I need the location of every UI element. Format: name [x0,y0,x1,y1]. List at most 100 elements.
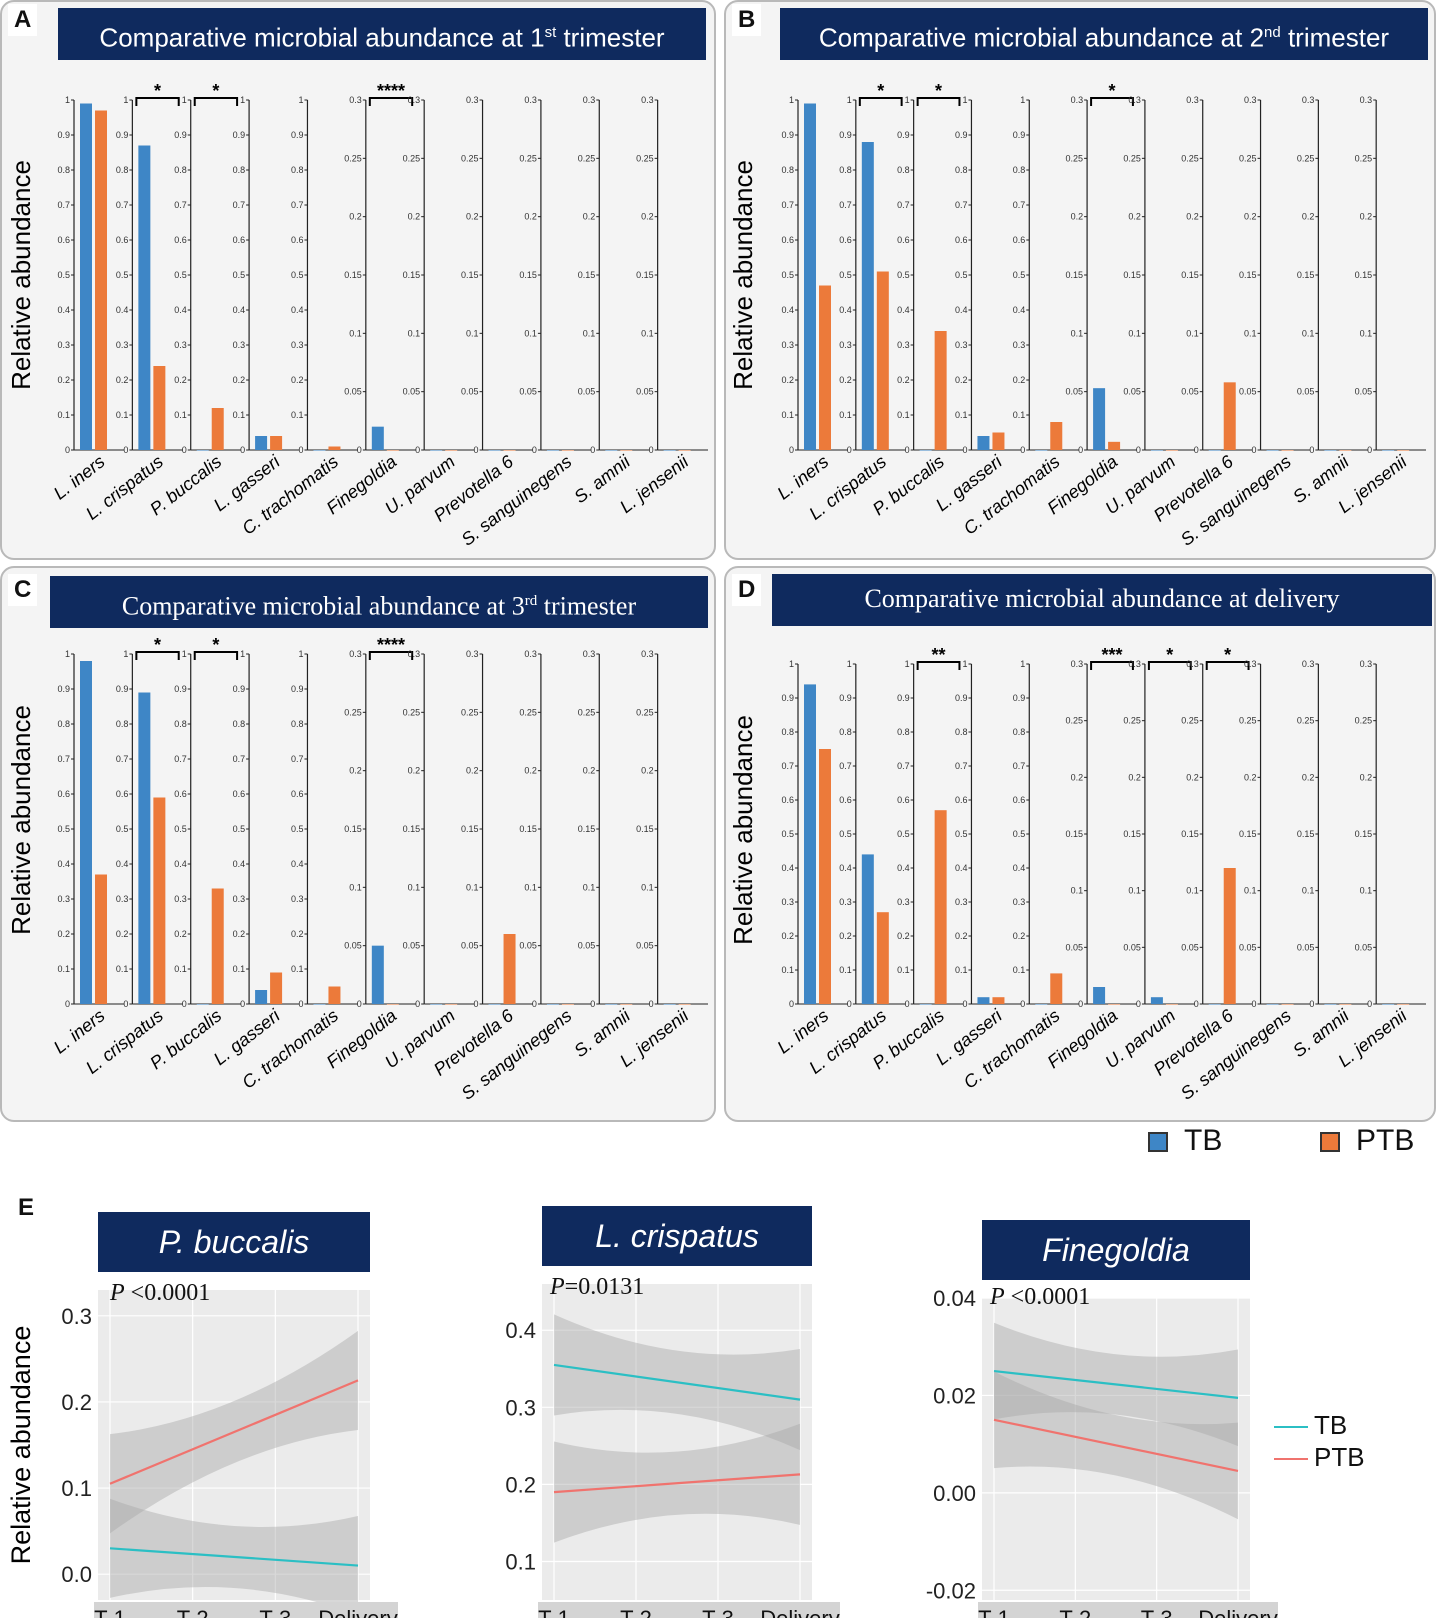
panel-3-ticklabel-1-9: 0.1 [839,965,852,975]
panel-1-bar-ptb-5 [1108,441,1121,450]
panel-1-ticklabel-4-10: 0 [1020,445,1025,455]
panel-0-ticklabel-3-5: 0.5 [233,270,246,280]
panel-3-ticklabel-4-1: 0.9 [1013,693,1026,703]
panel-0-bar-tb-0 [80,103,92,450]
panel-2-ticklabel-7-1: 0.25 [461,707,479,717]
panel-c-label: C [8,574,38,606]
panel-1-bar-tb-4 [1035,450,1048,451]
panel-2-ticklabel-3-7: 0.3 [233,894,246,904]
panel-0-ticklabel-9-1: 0.25 [578,153,596,163]
panel-2-ticklabel-3-10: 0 [240,999,245,1009]
panel-3-ticklabel-2-3: 0.7 [897,761,910,771]
panel-c [0,566,716,1122]
panel-3-ticklabel-3-0: 1 [962,659,967,669]
trend-charts: 0.3 0.2 0.1 0.0 T-1 T-2 T-3 Delivery Relative ab… [6,1284,1278,1618]
panel-1-ticklabel-5-6: 0 [1078,445,1083,455]
panel-3-ticklabel-4-7: 0.3 [1013,897,1026,907]
panel-1-ticklabel-4-5: 0.5 [1013,270,1026,280]
panel-2-bar-tb-8 [546,1004,559,1005]
panel-3-ticklabel-1-1: 0.9 [839,693,852,703]
panel-3-ticklabel-3-3: 0.7 [955,761,968,771]
e2-xtick-0: T-1 [538,1606,570,1618]
panel-0-bar-ptb-4 [328,446,341,450]
e-legend-tb-line [1274,1426,1308,1429]
panel-1-ticklabel-1-1: 0.9 [839,130,852,140]
panel-2-ticklabel-10-5: 0.05 [636,941,654,951]
panel-1-bar-tb-5 [1093,388,1106,450]
panel-0-ticklabel-4-8: 0.2 [291,375,304,385]
panel-3-ticklabel-0-5: 0.5 [781,829,794,839]
panel-1-ticklabel-8-5: 0.05 [1239,387,1257,397]
panel-2-bar-tb-7 [488,1004,501,1005]
e-legend-tb: TB [1274,1410,1347,1441]
panel-1-ticklabel-10-1: 0.25 [1355,153,1373,163]
panel-0-ticklabel-9-0: 0.3 [583,95,596,105]
panel-2-ticklabel-9-6: 0 [590,999,595,1009]
panel-3-ticklabel-8-6: 0 [1252,999,1257,1009]
panel-2-bar-tb-1 [138,692,151,1004]
panel-0-ticklabel-3-3: 0.7 [233,200,246,210]
panel-0-ticklabel-0-5: 0.5 [57,270,70,280]
panel-3-ticklabel-5-3: 0.15 [1066,829,1084,839]
panel-2-ticklabel-6-5: 0.05 [403,941,421,951]
panel-0-bar-ptb-0 [95,110,107,450]
panel-1-ticklabel-6-6: 0 [1136,445,1141,455]
panel-1-ticklabel-2-0: 1 [905,95,910,105]
panel-3-ticklabel-3-4: 0.6 [955,795,968,805]
panel-2-ticklabel-8-5: 0.05 [519,941,537,951]
e-legend-ptb-label: PTB [1314,1442,1365,1472]
panel-3-ticklabel-8-3: 0.15 [1239,829,1257,839]
panel-2-ticklabel-8-3: 0.15 [519,824,537,834]
panel-3-ticklabel-7-6: 0 [1194,999,1199,1009]
panel-2-ticklabel-0-9: 0.1 [57,964,70,974]
panel-0-ticklabel-1-7: 0.3 [116,340,129,350]
panel-2-ticklabel-9-3: 0.15 [578,824,596,834]
panel-1-ticklabel-6-5: 0.05 [1123,387,1141,397]
panel-1-bar-tb-2 [919,450,932,451]
panel-3-bar-tb-5 [1093,987,1106,1004]
panel-3-ticklabel-10-5: 0.05 [1355,942,1373,952]
panel-0-sig-bracket-5 [368,97,414,106]
panel-0-ticklabel-4-6: 0.4 [291,305,304,315]
panel-1-ticklabel-7-6: 0 [1194,445,1199,455]
panel-1-ticklabel-10-5: 0.05 [1355,387,1373,397]
panel-3-ticklabel-0-4: 0.6 [781,795,794,805]
panel-0-ticklabel-7-2: 0.2 [466,212,479,222]
panel-2-ticklabel-7-5: 0.05 [461,941,479,951]
panel-2-bar-tb-2 [196,1004,209,1005]
panel-3-ticklabel-4-8: 0.2 [1013,931,1026,941]
panel-3-ticklabel-6-6: 0 [1136,999,1141,1009]
e3-xtick-3: Delivery [1198,1606,1277,1618]
panel-0-ticklabel-7-0: 0.3 [466,95,479,105]
panel-0-ticklabel-8-5: 0.05 [519,387,537,397]
panel-1-ticklabel-0-4: 0.6 [781,235,794,245]
panel-2-ticklabel-7-6: 0 [474,999,479,1009]
panel-3-ticklabel-1-5: 0.5 [839,829,852,839]
panel-1-ticklabel-6-4: 0.1 [1128,328,1141,338]
panel-2-ticklabel-3-6: 0.4 [233,859,246,869]
panel-2-bar-ptb-1 [153,797,166,1004]
panel-0-ticklabel-3-10: 0 [240,445,245,455]
panel-3-bar-tb-2 [919,1004,932,1005]
panel-3-ticklabel-8-4: 0.1 [1244,886,1257,896]
panel-1-bar-tb-6 [1150,450,1163,451]
panel-3-ticklabel-6-4: 0.1 [1128,886,1141,896]
panel-3-ticklabel-3-6: 0.4 [955,863,968,873]
panel-3-ticklabel-1-6: 0.4 [839,863,852,873]
panel-1-ticklabel-1-10: 0 [847,445,852,455]
panel-3-sig-5: *** [1101,645,1122,665]
panel-0-ticklabel-8-6: 0 [532,445,537,455]
panel-1-ticklabel-0-1: 0.9 [781,130,794,140]
panel-1-ticklabel-8-3: 0.15 [1239,270,1257,280]
panel-0-bar-tb-2 [196,450,209,451]
panel-2-ticklabel-10-3: 0.15 [636,824,654,834]
panel-1-ticklabel-0-5: 0.5 [781,270,794,280]
panel-1-ticklabel-2-5: 0.5 [897,270,910,280]
panel-1-ticklabel-4-9: 0.1 [1013,410,1026,420]
panel-1-ticklabel-4-7: 0.3 [1013,340,1026,350]
panel-2-ticklabel-4-2: 0.8 [291,719,304,729]
panel-2-ticklabel-5-4: 0.1 [349,882,362,892]
panel-0-ticklabel-2-4: 0.6 [174,235,187,245]
panel-b-title-sup: nd [1264,24,1281,41]
panel-1-ticklabel-4-2: 0.8 [1013,165,1026,175]
